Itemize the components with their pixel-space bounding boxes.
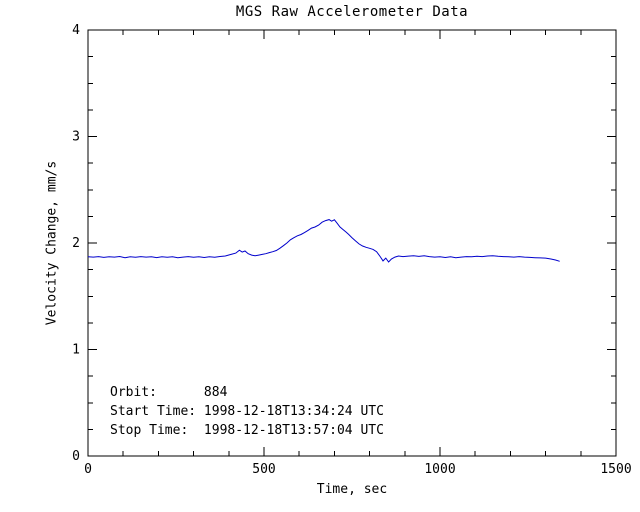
annotation-line: Orbit: 884 <box>110 385 228 400</box>
chart-title: MGS Raw Accelerometer Data <box>235 4 469 20</box>
x-axis-label: Time, sec <box>316 482 388 497</box>
velocity-data-line <box>87 219 560 263</box>
y-tick-label: 2 <box>72 236 80 251</box>
x-tick-label: 1000 <box>424 462 455 477</box>
annotation-block: Orbit: 884 Start Time: 1998-12-18T13:34:2… <box>110 383 384 440</box>
y-tick-label: 4 <box>72 23 80 38</box>
x-tick-label: 0 <box>84 462 92 477</box>
x-tick-label: 1500 <box>600 462 631 477</box>
y-tick-label: 1 <box>72 343 80 358</box>
y-tick-label: 0 <box>72 449 80 464</box>
y-tick-label: 3 <box>72 130 80 145</box>
x-tick-label: 500 <box>252 462 275 477</box>
y-axis-label: Velocity Change, mm/s <box>44 160 60 326</box>
annotation-line: Stop Time: 1998-12-18T13:57:04 UTC <box>110 423 384 438</box>
annotation-line: Start Time: 1998-12-18T13:34:24 UTC <box>110 404 384 419</box>
